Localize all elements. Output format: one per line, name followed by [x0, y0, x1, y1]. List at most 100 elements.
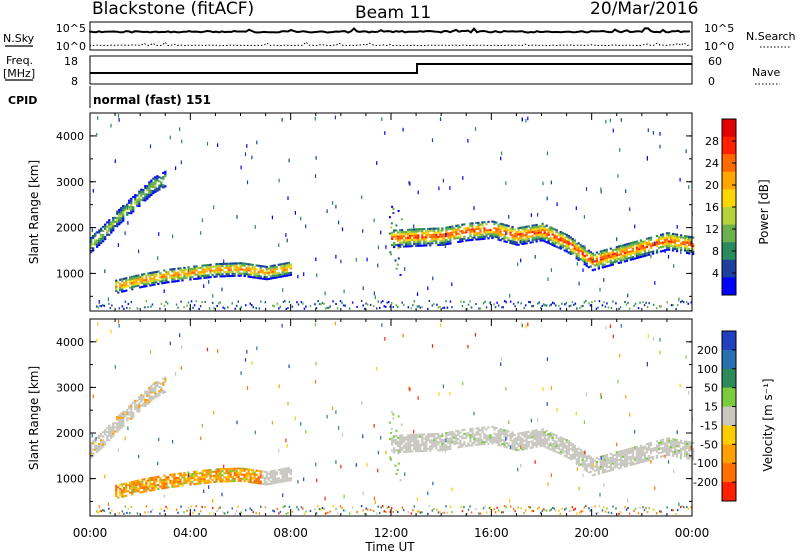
velocity-cell: [469, 444, 472, 447]
power-cell: [639, 239, 643, 242]
velocity-cell: [635, 458, 639, 461]
velocity-cell: [643, 453, 647, 456]
velocity-cell: [517, 432, 520, 435]
power-cell: [435, 242, 438, 245]
velocity-cell: [631, 449, 635, 452]
velocity-cell: [219, 470, 222, 473]
power-cell: [407, 235, 410, 238]
power-cell: [239, 274, 242, 277]
velocity-cell: [237, 479, 240, 482]
power-cell: [617, 174, 619, 178]
power-cell: [447, 232, 450, 235]
power-cell: [302, 302, 304, 305]
power-cell: [145, 285, 148, 288]
power-cell: [175, 303, 178, 306]
velocity-cell: [443, 440, 446, 443]
power-cell: [397, 247, 400, 250]
velocity-cell: [431, 439, 434, 442]
power-cell: [587, 257, 590, 260]
power-cell: [665, 234, 669, 237]
power-cell: [129, 278, 132, 281]
velocity-cell: [612, 334, 614, 339]
y-tick-label: 4000: [56, 336, 84, 349]
velocity-cell: [205, 471, 208, 474]
velocity-cell: [227, 511, 229, 514]
power-cell: [144, 197, 147, 200]
velocity-cell: [497, 429, 500, 432]
velocity-cell: [155, 478, 158, 481]
velocity-cell: [669, 439, 673, 442]
power-cell: [475, 302, 477, 305]
power-cell: [119, 289, 122, 292]
power-cell: [125, 277, 128, 280]
power-cell: [146, 189, 149, 192]
power-cell: [300, 301, 303, 304]
power-cell: [225, 264, 228, 267]
velocity-cell: [418, 510, 420, 513]
velocity-cell: [265, 477, 268, 480]
velocity-cell: [467, 434, 470, 437]
velocity-cell: [631, 457, 635, 460]
power-cell: [690, 250, 693, 253]
velocity-cell: [136, 406, 139, 409]
power-cell: [413, 236, 416, 239]
power-cell: [287, 272, 290, 275]
velocity-cell: [409, 444, 412, 447]
power-cell: [527, 231, 530, 234]
power-cell: [645, 252, 649, 255]
velocity-cell: [487, 436, 490, 439]
velocity-cell: [601, 471, 604, 474]
power-cell: [445, 226, 448, 229]
velocity-cell: [403, 444, 406, 447]
velocity-cell: [613, 460, 616, 463]
power-cell: [438, 186, 440, 191]
power-cell: [271, 270, 274, 273]
power-cell: [154, 188, 157, 191]
velocity-cell: [451, 441, 454, 444]
power-cell: [249, 267, 252, 270]
velocity-cell: [615, 465, 618, 468]
velocity-cell: [582, 473, 584, 478]
power-cell: [433, 235, 436, 238]
velocity-cell: [447, 431, 450, 434]
velocity-cell: [601, 467, 604, 470]
velocity-cell: [104, 441, 107, 444]
velocity-cell: [173, 481, 176, 484]
power-cell: [397, 305, 399, 308]
velocity-cell: [233, 480, 236, 483]
power-cell: [671, 239, 675, 242]
power-cell: [637, 244, 641, 247]
velocity-cell: [465, 436, 468, 439]
velocity-cell: [549, 433, 552, 436]
velocity-cell: [683, 506, 685, 509]
velocity-cell: [559, 444, 562, 447]
velocity-cell: [362, 509, 364, 512]
velocity-cell: [201, 471, 204, 474]
velocity-cell: [366, 462, 368, 467]
power-cell: [499, 235, 502, 238]
power-cell: [225, 262, 228, 265]
velocity-cell: [123, 487, 126, 490]
power-cell: [612, 300, 614, 303]
power-cell: [684, 247, 687, 250]
power-cell: [151, 303, 154, 306]
velocity-cell: [90, 448, 93, 451]
velocity-cell: [537, 431, 540, 434]
velocity-cell: [692, 456, 695, 459]
power-cell: [531, 234, 534, 237]
velocity-cell: [217, 349, 219, 353]
power-cell: [287, 307, 289, 310]
velocity-cell: [461, 510, 464, 513]
velocity-cell: [487, 438, 490, 441]
power-cell: [147, 274, 150, 277]
velocity-cell: [631, 451, 635, 454]
power-cell: [131, 279, 134, 282]
power-cell: [654, 241, 656, 246]
power-cell: [671, 247, 675, 250]
velocity-cell: [443, 442, 446, 445]
power-cell: [540, 306, 542, 309]
power-cell: [152, 185, 155, 188]
velocity-cell: [115, 486, 118, 489]
velocity-cell: [597, 511, 599, 514]
velocity-cell: [621, 453, 625, 456]
